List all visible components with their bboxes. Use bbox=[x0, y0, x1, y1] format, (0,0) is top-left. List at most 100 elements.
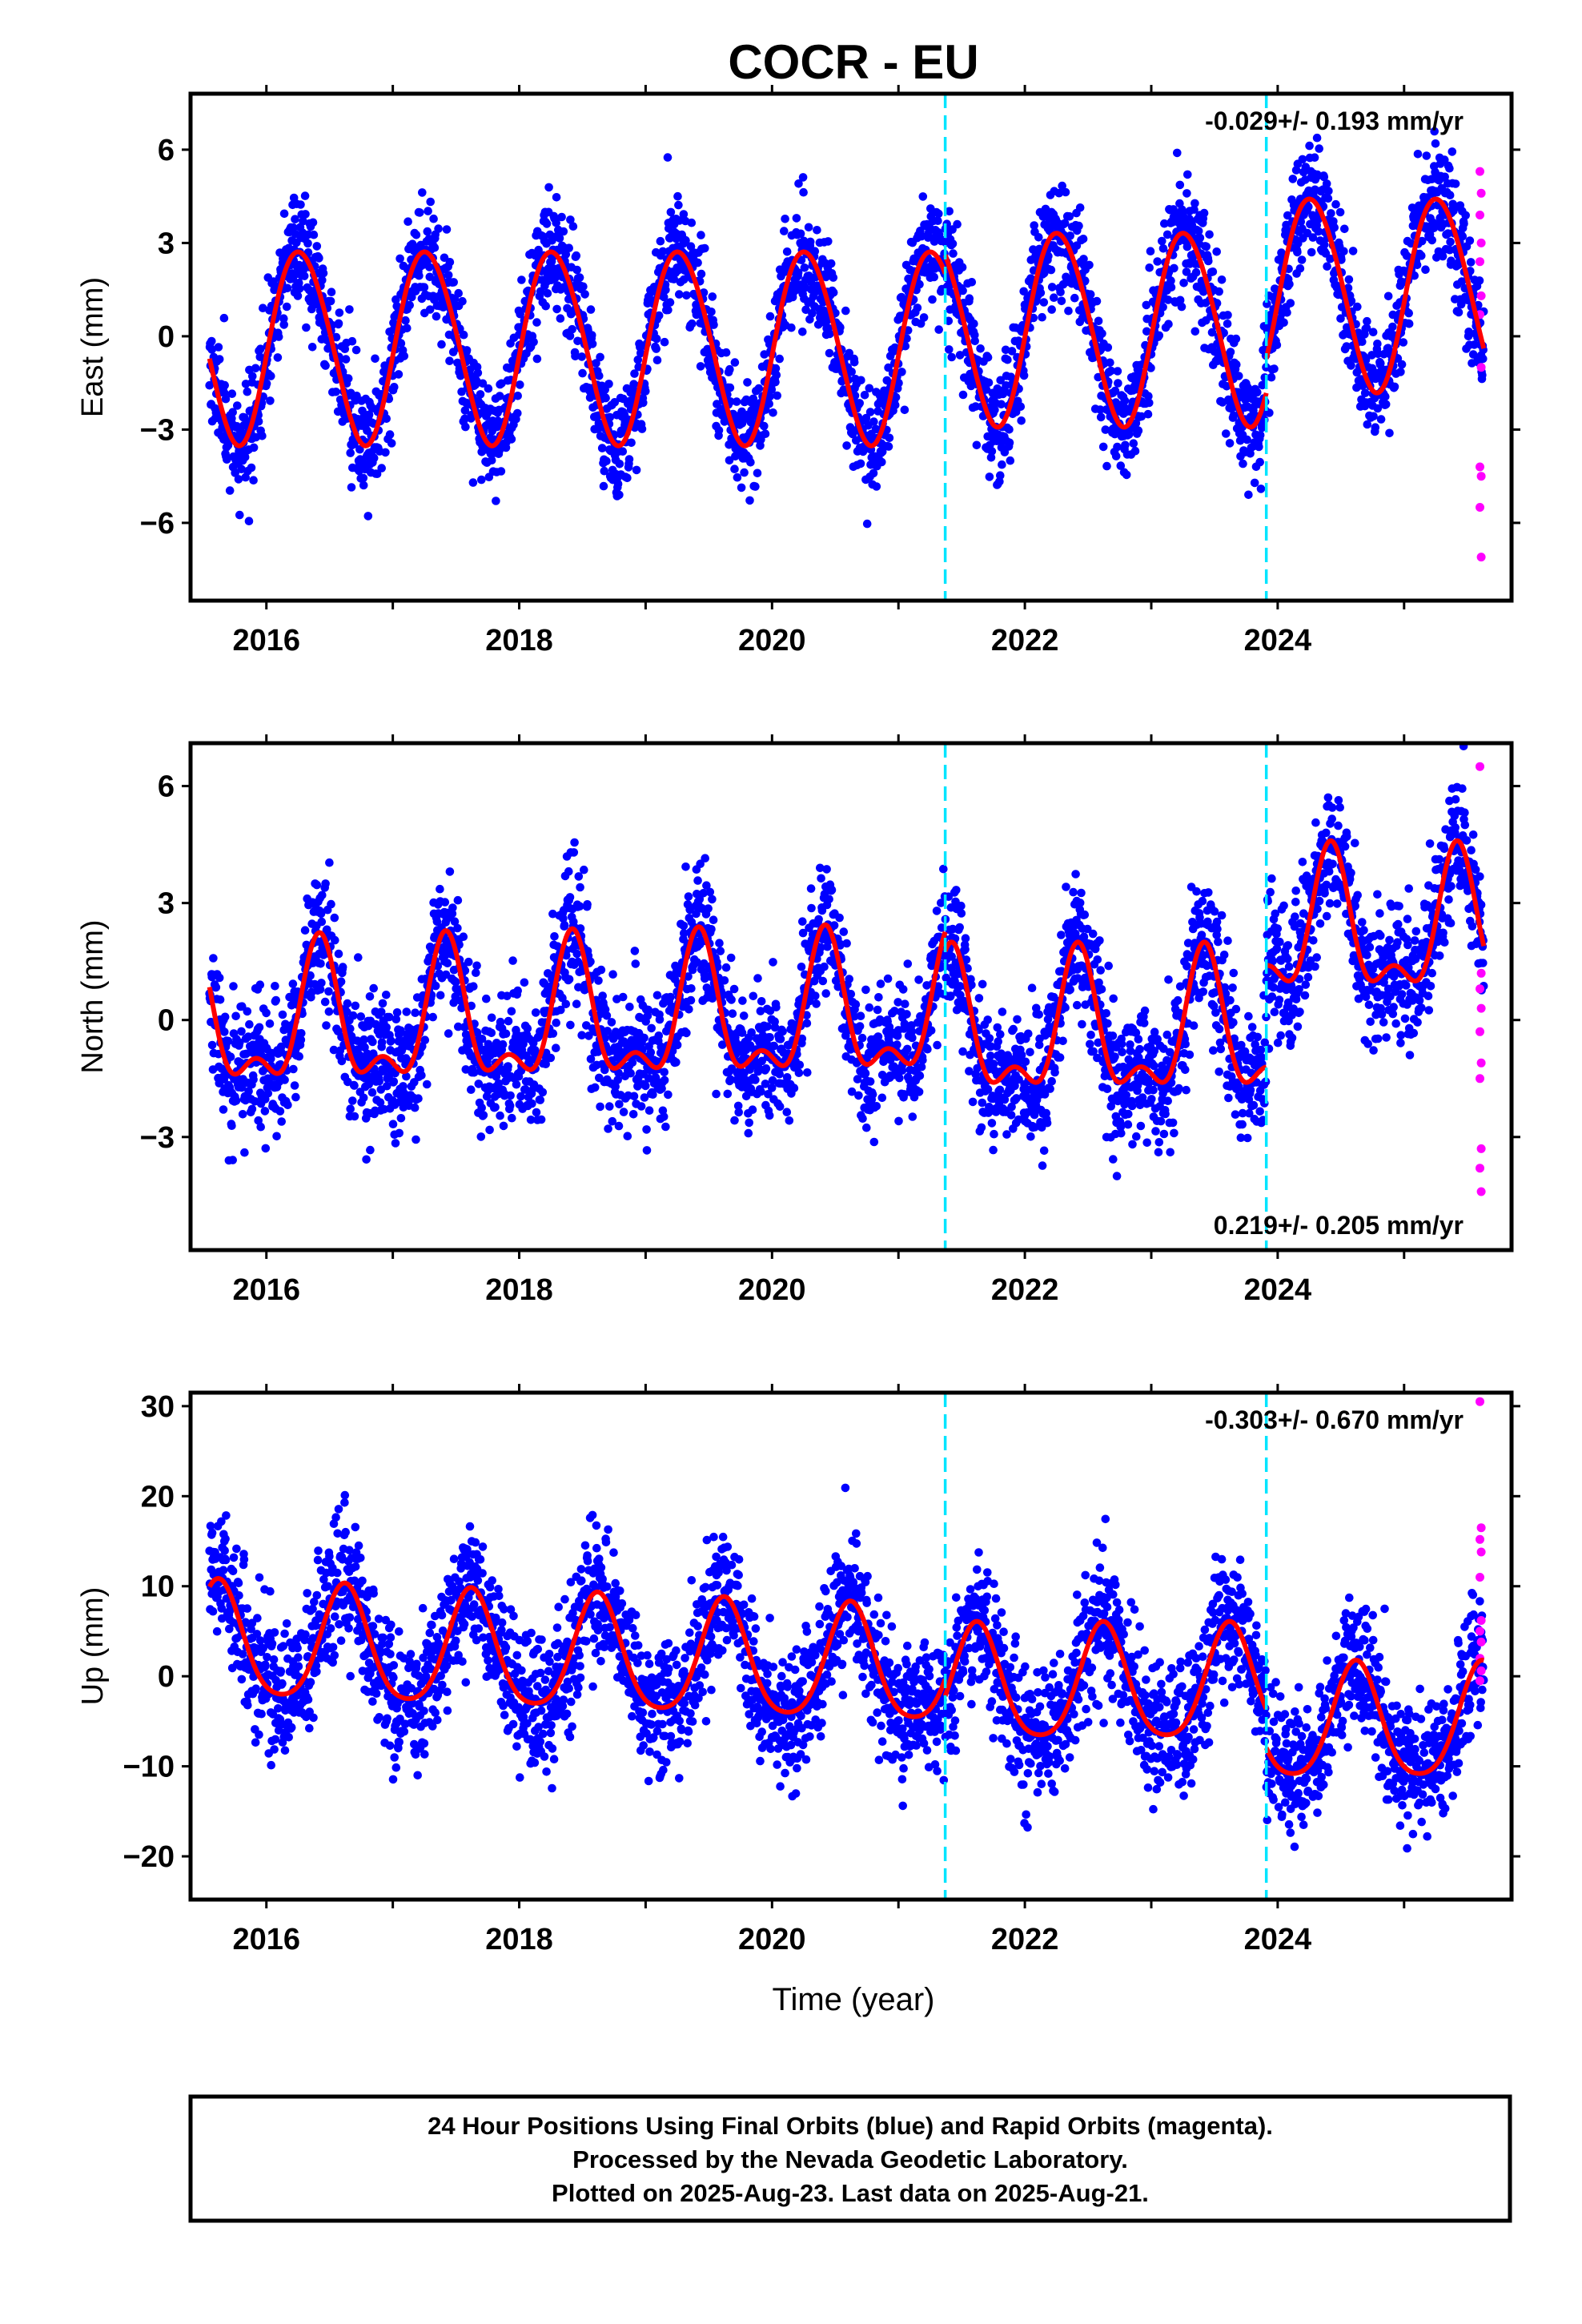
final-orbit-point bbox=[1388, 310, 1398, 320]
final-orbit-point bbox=[572, 265, 581, 275]
final-orbit-point bbox=[565, 332, 575, 340]
final-orbit-point bbox=[775, 354, 784, 364]
final-orbit-point bbox=[632, 465, 641, 475]
final-orbit-point bbox=[312, 880, 322, 890]
final-orbit-point bbox=[614, 1121, 624, 1131]
rapid-orbit-point bbox=[1476, 188, 1486, 198]
final-orbit-point bbox=[436, 884, 444, 894]
final-orbit-point bbox=[295, 284, 304, 293]
final-orbit-point bbox=[1339, 247, 1348, 256]
final-orbit-point bbox=[600, 1034, 609, 1043]
final-orbit-point bbox=[857, 376, 865, 385]
final-orbit-point bbox=[583, 900, 592, 909]
final-orbit-point bbox=[1202, 242, 1211, 251]
final-orbit-point bbox=[1085, 260, 1094, 270]
final-orbit-point bbox=[1307, 247, 1316, 257]
final-orbit-point bbox=[641, 1081, 650, 1091]
final-orbit-point bbox=[555, 234, 564, 243]
final-orbit-point bbox=[1114, 379, 1122, 388]
final-orbit-point bbox=[337, 1056, 347, 1066]
final-orbit-point bbox=[565, 893, 575, 902]
final-orbit-point bbox=[666, 992, 675, 1002]
final-orbit-point bbox=[862, 519, 872, 529]
final-orbit-point bbox=[454, 1022, 463, 1031]
y-tick-label: 6 bbox=[158, 134, 175, 167]
final-orbit-point bbox=[1363, 420, 1372, 429]
final-orbit-point bbox=[682, 1028, 691, 1038]
final-orbit-point bbox=[532, 1108, 541, 1117]
final-orbit-point bbox=[378, 999, 387, 1008]
final-orbit-point bbox=[211, 983, 221, 992]
final-orbit-point bbox=[219, 313, 229, 323]
final-orbit-point bbox=[884, 442, 893, 451]
final-orbit-point bbox=[1096, 412, 1106, 422]
final-orbit-point bbox=[872, 482, 881, 491]
final-orbit-point bbox=[727, 995, 736, 1004]
final-orbit-point bbox=[308, 218, 318, 227]
final-orbit-point bbox=[799, 187, 808, 197]
final-orbit-point bbox=[730, 464, 739, 473]
final-orbit-point bbox=[1054, 188, 1064, 198]
final-orbit-point bbox=[462, 346, 472, 355]
final-orbit-point bbox=[1101, 425, 1110, 434]
final-orbit-point bbox=[392, 1008, 402, 1017]
final-orbit-point bbox=[526, 1116, 536, 1124]
final-orbit-point bbox=[276, 1042, 286, 1051]
final-orbit-point bbox=[499, 1121, 508, 1131]
final-orbit-point bbox=[1383, 292, 1393, 301]
final-orbit-point bbox=[214, 343, 223, 352]
final-orbit-point bbox=[749, 394, 758, 404]
final-orbit-point bbox=[652, 356, 662, 365]
final-orbit-point bbox=[343, 999, 352, 1008]
x-tick-label: 2020 bbox=[738, 624, 806, 657]
final-orbit-point bbox=[403, 324, 412, 333]
final-orbit-point bbox=[751, 482, 760, 491]
rapid-orbit-point bbox=[1476, 553, 1486, 562]
final-orbit-point bbox=[1191, 327, 1200, 336]
final-orbit-point bbox=[1079, 255, 1088, 263]
final-orbit-point bbox=[1098, 442, 1108, 452]
final-orbit-point bbox=[334, 319, 343, 328]
final-orbit-point bbox=[309, 230, 319, 239]
final-orbit-point bbox=[1412, 260, 1422, 270]
final-orbit-point bbox=[588, 340, 597, 348]
final-orbit-point bbox=[636, 348, 645, 358]
final-orbit-point bbox=[688, 319, 697, 328]
final-orbit-point bbox=[359, 1035, 368, 1044]
final-orbit-point bbox=[1145, 263, 1154, 272]
final-orbit-point bbox=[987, 447, 997, 456]
final-orbit-point bbox=[1078, 235, 1088, 243]
final-orbit-point bbox=[608, 970, 617, 979]
final-orbit-point bbox=[1314, 215, 1323, 224]
final-orbit-point bbox=[654, 1031, 664, 1040]
final-orbit-point bbox=[255, 980, 265, 989]
final-orbit-point bbox=[1102, 461, 1111, 471]
final-orbit-point bbox=[573, 957, 583, 967]
final-orbit-point bbox=[280, 1076, 289, 1084]
final-orbit-point bbox=[477, 475, 486, 485]
final-orbit-point bbox=[364, 410, 374, 420]
final-orbit-point bbox=[560, 920, 569, 930]
final-orbit-point bbox=[385, 430, 395, 439]
final-orbit-point bbox=[1199, 208, 1209, 218]
final-orbit-point bbox=[564, 866, 573, 876]
final-orbit-point bbox=[505, 1101, 515, 1110]
final-orbit-point bbox=[1343, 283, 1353, 292]
final-orbit-point bbox=[343, 1077, 352, 1087]
final-orbit-point bbox=[382, 1023, 391, 1032]
final-orbit-point bbox=[1454, 308, 1464, 317]
final-orbit-point bbox=[487, 456, 496, 464]
final-orbit-point bbox=[1223, 320, 1232, 328]
final-orbit-point bbox=[1232, 360, 1241, 369]
final-orbit-point bbox=[1170, 263, 1178, 273]
final-orbit-point bbox=[271, 995, 281, 1005]
final-orbit-point bbox=[575, 902, 584, 911]
final-orbit-point bbox=[474, 1080, 484, 1088]
final-orbit-point bbox=[528, 1099, 536, 1108]
final-orbit-point bbox=[1057, 296, 1066, 306]
final-orbit-point bbox=[1075, 203, 1085, 212]
final-orbit-point bbox=[773, 391, 781, 400]
final-orbit-point bbox=[687, 984, 696, 993]
final-orbit-point bbox=[568, 324, 576, 334]
final-orbit-point bbox=[458, 296, 467, 306]
